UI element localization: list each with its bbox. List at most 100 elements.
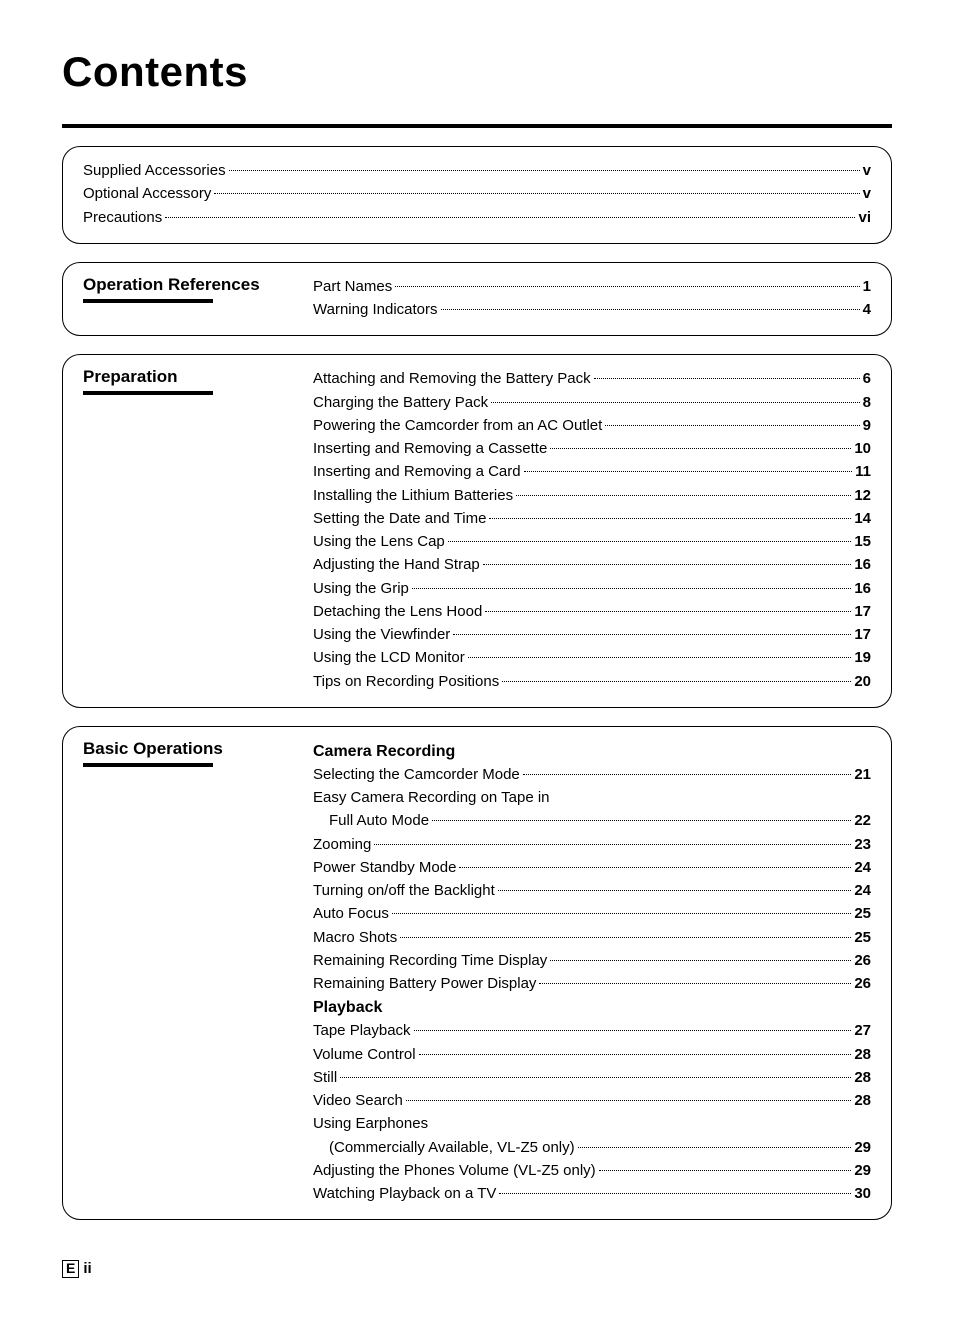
toc-entry: Powering the Camcorder from an AC Outlet… — [313, 414, 871, 437]
toc-label: Attaching and Removing the Battery Pack — [313, 367, 591, 390]
toc-leader-dots — [594, 378, 860, 379]
toc-label: Full Auto Mode — [329, 809, 429, 832]
toc-label: Supplied Accessories — [83, 159, 226, 182]
toc-page: 8 — [863, 391, 871, 414]
toc-entry: Detaching the Lens Hood17 — [313, 600, 871, 623]
section-box: Basic OperationsCamera RecordingSelectin… — [62, 726, 892, 1221]
toc-page: 6 — [863, 367, 871, 390]
toc-entry: Charging the Battery Pack 8 — [313, 391, 871, 414]
toc-label: Power Standby Mode — [313, 856, 456, 879]
section-underline — [83, 299, 213, 303]
toc-entry: Adjusting the Phones Volume (VL-Z5 only)… — [313, 1159, 871, 1182]
toc-entry: Supplied Accessoriesv — [83, 159, 871, 182]
toc-leader-dots — [550, 448, 851, 449]
toc-page: 20 — [854, 670, 871, 693]
intro-box: Supplied AccessoriesvOptional Accessoryv… — [62, 146, 892, 244]
toc-entry: Part Names1 — [313, 275, 871, 298]
toc-page: 23 — [854, 833, 871, 856]
toc-leader-dots — [491, 402, 860, 403]
toc-page: 28 — [854, 1066, 871, 1089]
toc-entry: Full Auto Mode22 — [313, 809, 871, 832]
toc-entry: Warning Indicators4 — [313, 298, 871, 321]
toc-label: Using Earphones — [313, 1112, 428, 1135]
toc-leader-dots — [599, 1170, 852, 1171]
toc-label: Auto Focus — [313, 902, 389, 925]
toc-label: Macro Shots — [313, 926, 397, 949]
toc-label: Remaining Recording Time Display — [313, 949, 547, 972]
toc-leader-dots — [485, 611, 851, 612]
section-left: Basic Operations — [83, 739, 313, 1206]
toc-leader-dots — [414, 1030, 852, 1031]
toc-page: 1 — [863, 275, 871, 298]
toc-label: Setting the Date and Time — [313, 507, 486, 530]
toc-page: 11 — [855, 460, 871, 483]
toc-entry: Using the Viewfinder17 — [313, 623, 871, 646]
toc-entry: Inserting and Removing a Card11 — [313, 460, 871, 483]
toc-label: Tape Playback — [313, 1019, 411, 1042]
toc-leader-dots — [448, 541, 852, 542]
toc-entry: Optional Accessoryv — [83, 182, 871, 205]
toc-entry: Selecting the Camcorder Mode21 — [313, 763, 871, 786]
toc-leader-dots — [524, 471, 853, 472]
toc-page: v — [863, 182, 871, 205]
toc-leader-dots — [165, 217, 855, 218]
toc-leader-dots — [499, 1193, 851, 1194]
toc-label: Using the Grip — [313, 577, 409, 600]
toc-label: Tips on Recording Positions — [313, 670, 499, 693]
toc-leader-dots — [578, 1147, 852, 1148]
toc-leader-dots — [502, 681, 851, 682]
toc-label: Turning on/off the Backlight — [313, 879, 495, 902]
toc-entry: Remaining Recording Time Display 26 — [313, 949, 871, 972]
toc-label: Detaching the Lens Hood — [313, 600, 482, 623]
toc-page: 4 — [863, 298, 871, 321]
toc-leader-dots — [340, 1077, 851, 1078]
toc-leader-dots — [550, 960, 851, 961]
toc-label: Precautions — [83, 206, 162, 229]
toc-label: Still — [313, 1066, 337, 1089]
toc-entry: Watching Playback on a TV30 — [313, 1182, 871, 1205]
toc-entry: Zooming23 — [313, 833, 871, 856]
toc-label: Remaining Battery Power Display — [313, 972, 536, 995]
toc-page: 26 — [854, 949, 871, 972]
toc-label: Charging the Battery Pack — [313, 391, 488, 414]
section-underline — [83, 391, 213, 395]
toc-leader-dots — [419, 1054, 852, 1055]
toc-entry: Auto Focus25 — [313, 902, 871, 925]
subheading: Playback — [313, 999, 871, 1017]
toc-entry: Volume Control28 — [313, 1043, 871, 1066]
toc-label: Adjusting the Phones Volume (VL-Z5 only) — [313, 1159, 596, 1182]
toc-entry: Using the Lens Cap15 — [313, 530, 871, 553]
page-footer: Eii — [62, 1260, 892, 1277]
toc-entry: Attaching and Removing the Battery Pack 6 — [313, 367, 871, 390]
toc-label: Installing the Lithium Batteries — [313, 484, 513, 507]
footer-lang-box: E — [62, 1260, 79, 1277]
toc-label: Using the Lens Cap — [313, 530, 445, 553]
toc-leader-dots — [432, 820, 851, 821]
toc-page: 30 — [854, 1182, 871, 1205]
section-right: Attaching and Removing the Battery Pack 6… — [313, 367, 871, 693]
section-underline — [83, 763, 213, 767]
toc-label: Using the LCD Monitor — [313, 646, 465, 669]
toc-leader-dots — [489, 518, 851, 519]
toc-entry: Turning on/off the Backlight24 — [313, 879, 871, 902]
section-heading: Operation References — [83, 275, 303, 295]
toc-leader-dots — [459, 867, 851, 868]
toc-page: vi — [858, 206, 871, 229]
toc-leader-dots — [395, 286, 859, 287]
toc-entry: Video Search28 — [313, 1089, 871, 1112]
toc-leader-dots — [605, 425, 859, 426]
toc-label: (Commercially Available, VL-Z5 only) — [329, 1136, 575, 1159]
toc-label: Using the Viewfinder — [313, 623, 450, 646]
page-title: Contents — [62, 48, 892, 96]
toc-page: 14 — [854, 507, 871, 530]
toc-leader-dots — [412, 588, 851, 589]
toc-leader-dots — [539, 983, 851, 984]
toc-page: 19 — [854, 646, 871, 669]
toc-leader-dots — [453, 634, 851, 635]
toc-page: 27 — [854, 1019, 871, 1042]
toc-leader-dots — [374, 844, 851, 845]
toc-leader-dots — [214, 193, 859, 194]
section-left: Operation References — [83, 275, 313, 322]
toc-entry: Tape Playback 27 — [313, 1019, 871, 1042]
toc-leader-dots — [516, 495, 851, 496]
